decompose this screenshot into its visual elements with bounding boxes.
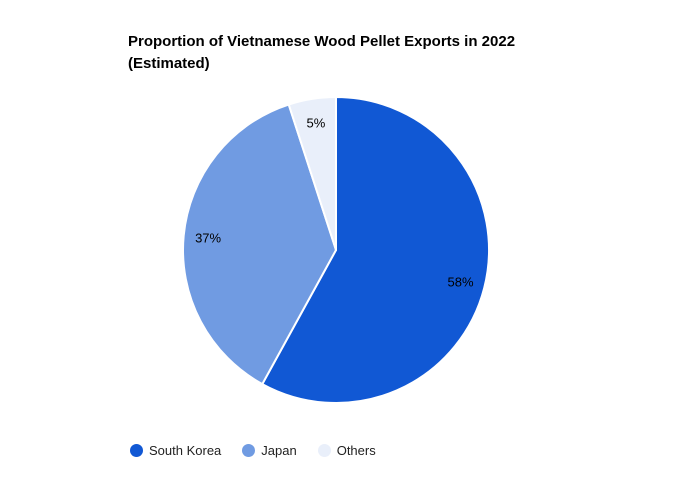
legend-swatch-others: [317, 444, 331, 457]
pie-slice-others: [287, 96, 337, 251]
legend: South Korea Japan Others: [130, 443, 376, 458]
legend-label-south-korea: South Korea: [149, 443, 222, 458]
legend-item-japan: Japan: [242, 443, 297, 458]
slice-label-south-korea: 58%: [447, 275, 473, 290]
legend-swatch-south-korea: [130, 444, 143, 457]
slice-label-japan: 37%: [195, 230, 221, 245]
chart-title: Proportion of Vietnamese Wood Pellet Exp…: [128, 31, 608, 75]
legend-item-others: Others: [317, 443, 376, 458]
legend-swatch-japan: [242, 444, 256, 457]
chart-title-line-2: (Estimated): [128, 55, 210, 72]
slice-label-others: 5%: [307, 116, 326, 131]
legend-label-others: Others: [336, 443, 376, 458]
pie-slice-japan: [182, 103, 337, 386]
pie-slice-south-korea: [261, 96, 490, 404]
legend-item-south-korea: South Korea: [130, 443, 221, 458]
legend-label-japan: Japan: [261, 443, 297, 458]
chart-title-line-1: Proportion of Vietnamese Wood Pellet Exp…: [128, 33, 516, 50]
